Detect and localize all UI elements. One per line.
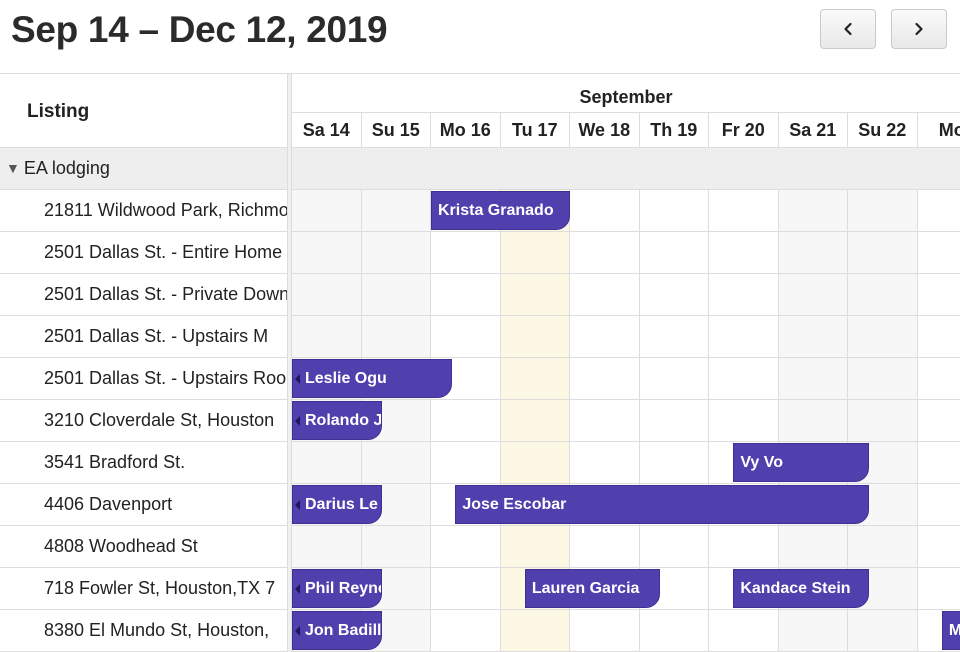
row-line	[292, 273, 960, 274]
next-button[interactable]	[891, 9, 947, 49]
previous-button[interactable]	[820, 9, 876, 49]
event-title: Jon Badill	[305, 622, 382, 639]
continues-left-icon	[295, 374, 300, 384]
chevron-left-icon	[844, 22, 852, 36]
day-column	[570, 190, 640, 652]
resource-area-header: Listing	[0, 74, 287, 148]
event-title: Phil Reyno	[305, 580, 383, 597]
reservation-event[interactable]: Jose Escobar	[455, 485, 869, 524]
listing-row: 2501 Dallas St. - Upstairs Room	[0, 358, 287, 400]
month-label: September	[579, 87, 673, 107]
event-title: M	[949, 622, 960, 639]
listing-row: 8380 El Mundo St, Houston,	[0, 610, 287, 652]
row-line	[292, 399, 960, 400]
event-title: Jose Escobar	[462, 496, 567, 513]
row-line	[292, 483, 960, 484]
listing-row: 2501 Dallas St. - Private Downstairs	[0, 274, 287, 316]
day-header: Mo 16	[431, 112, 501, 147]
timeline-grid[interactable]: Krista Granado Leslie Ogu Rolando J Vy Vo Da…	[292, 148, 960, 652]
listing-row: 2501 Dallas St. - Upstairs M	[0, 316, 287, 358]
event-title: Rolando J	[305, 412, 383, 429]
day-column	[709, 190, 779, 652]
reservation-event[interactable]: Jon Badill	[292, 611, 383, 650]
resource-header-label: Listing	[27, 101, 90, 122]
resource-list: ▼ EA lodging 21811 Wildwood Park, Richmon…	[0, 148, 287, 652]
grid-group-row	[292, 148, 960, 190]
resource-group-label: EA lodging	[23, 158, 110, 178]
continues-left-icon	[295, 626, 300, 636]
row-line	[292, 441, 960, 442]
reservation-event[interactable]: Darius Le	[292, 485, 383, 524]
reservation-event[interactable]: M	[941, 611, 960, 650]
event-title: Leslie Ogu	[305, 370, 387, 387]
listing-row: 4406 Davenport	[0, 484, 287, 526]
day-column	[918, 190, 960, 652]
day-header: Su 22	[848, 112, 918, 147]
triangle-down-icon[interactable]: ▼	[6, 160, 20, 176]
event-title: Vy Vo	[740, 454, 783, 471]
reservation-event[interactable]: Krista Granado	[431, 191, 570, 230]
listing-row: 2501 Dallas St. - Entire Home	[0, 232, 287, 274]
continues-left-icon	[295, 500, 300, 510]
day-header: Sa 14	[292, 112, 362, 147]
event-title: Kandace Stein	[740, 580, 851, 597]
reservation-event[interactable]: Rolando J	[292, 401, 383, 440]
date-range-title: Sep 14 – Dec 12, 2019	[11, 9, 388, 50]
day-header: Sa 21	[779, 112, 848, 147]
day-header: Mo	[918, 112, 960, 147]
continues-left-icon	[295, 584, 300, 594]
row-line	[292, 357, 960, 358]
timeline-scheduler: Listing September Sa 14 Su 15 Mo 16 Tu 17 We…	[0, 73, 960, 652]
reservation-event[interactable]: Leslie Ogu	[292, 359, 452, 398]
listing-row: 3210 Cloverdale St, Houston	[0, 400, 287, 442]
listing-row: 21811 Wildwood Park, Richmond	[0, 190, 287, 232]
event-title: Lauren Garcia	[531, 580, 640, 597]
day-header: Th 19	[640, 112, 709, 147]
listing-row: 4808 Woodhead St	[0, 526, 287, 568]
chevron-right-icon	[915, 22, 923, 36]
day-column	[640, 190, 709, 652]
day-header: Fr 20	[709, 112, 779, 147]
timeline-header: September Sa 14 Su 15 Mo 16 Tu 17 We 18 Th 19…	[292, 74, 960, 148]
resource-divider[interactable]	[287, 74, 292, 652]
day-header: Tu 17	[501, 112, 570, 147]
listing-row: 718 Fowler St, Houston,TX 7	[0, 568, 287, 610]
reservation-event[interactable]: Kandace Stein	[733, 569, 869, 608]
day-header: We 18	[570, 112, 640, 147]
continues-left-icon	[295, 416, 300, 426]
reservation-event[interactable]: Phil Reyno	[292, 569, 383, 608]
reservation-event[interactable]: Lauren Garcia	[524, 569, 661, 608]
row-line	[292, 525, 960, 526]
row-line	[292, 609, 960, 610]
reservation-event[interactable]: Vy Vo	[733, 443, 869, 482]
resource-group-row[interactable]: ▼ EA lodging	[0, 148, 287, 190]
event-title: Krista Granado	[438, 202, 554, 219]
listing-row: 3541 Bradford St.	[0, 442, 287, 484]
row-line	[292, 315, 960, 316]
row-line	[292, 567, 960, 568]
header-divider-line	[292, 112, 960, 113]
event-title: Darius Le	[305, 496, 378, 513]
day-header: Su 15	[362, 112, 431, 147]
day-column	[431, 190, 501, 652]
row-line	[292, 231, 960, 232]
